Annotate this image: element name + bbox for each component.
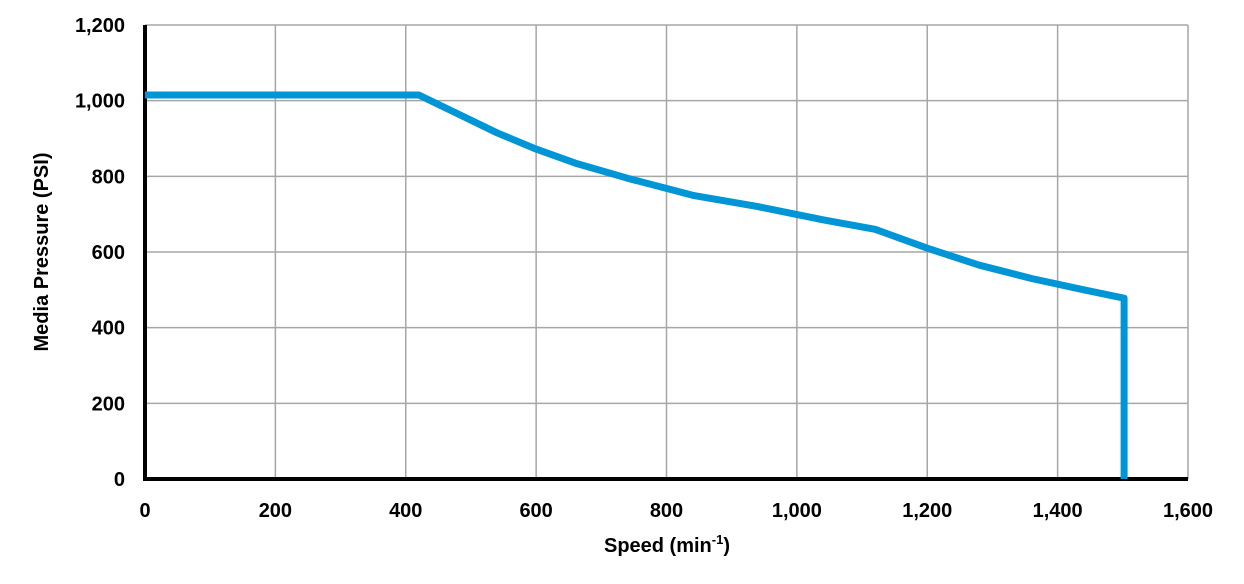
- y-axis-ticks: 0 200 400 600 800 1,000 1,200: [75, 15, 125, 491]
- y-axis-label: Media Pressure (PSI): [31, 153, 53, 352]
- grid-lines: [145, 24, 1189, 479]
- x-tick-label: 1,000: [772, 500, 822, 522]
- series-line: [145, 91, 1128, 479]
- x-tick-label: 600: [519, 500, 552, 522]
- x-tick-label: 400: [389, 500, 422, 522]
- y-tick-label: 200: [92, 393, 125, 415]
- x-axis-label: Speed (min-1): [604, 532, 730, 557]
- x-tick-label: 1,200: [902, 500, 952, 522]
- x-tick-label: 0: [139, 500, 150, 522]
- x-tick-label: 1,400: [1033, 500, 1083, 522]
- x-tick-label: 1,600: [1163, 500, 1213, 522]
- y-tick-label: 600: [92, 242, 125, 264]
- y-tick-label: 800: [92, 166, 125, 188]
- y-tick-label: 400: [92, 318, 125, 340]
- y-tick-label: 1,200: [75, 15, 125, 37]
- axes: [143, 25, 1188, 481]
- x-tick-label: 800: [650, 500, 683, 522]
- y-tick-label: 0: [114, 469, 125, 491]
- x-tick-label: 200: [259, 500, 292, 522]
- data-series: [145, 91, 1128, 479]
- y-tick-label: 1,000: [75, 91, 125, 113]
- x-axis-ticks: 0 200 400 600 800 1,000 1,200 1,400 1,600: [139, 500, 1213, 522]
